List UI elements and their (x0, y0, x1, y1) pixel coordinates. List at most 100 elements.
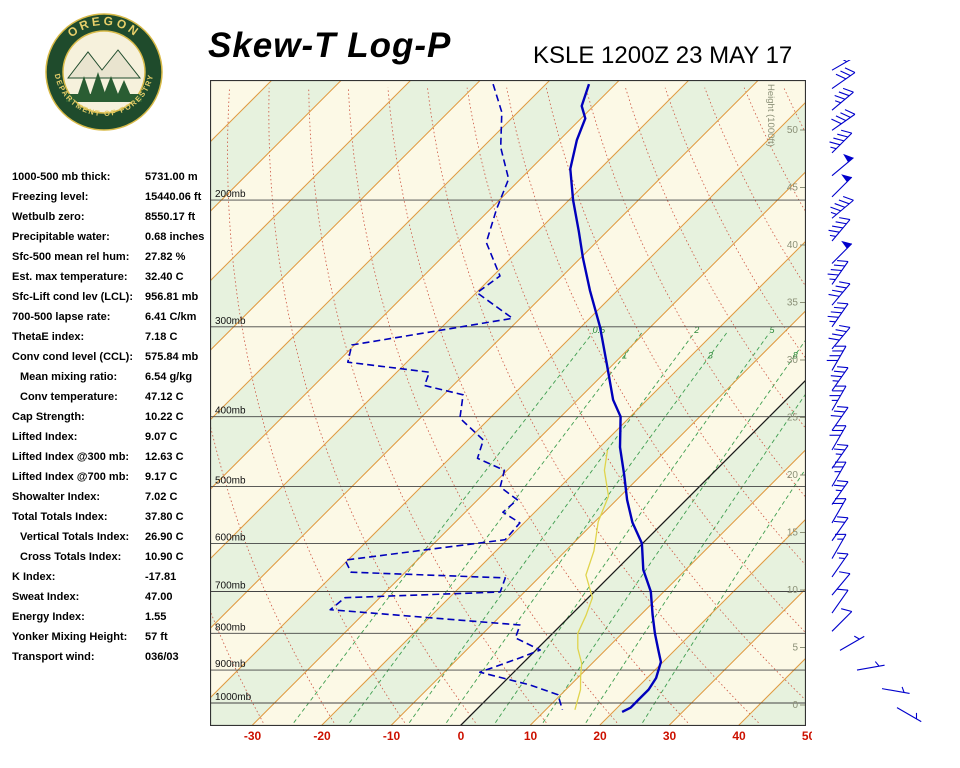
stat-row: Total Totals Index: 37.80 C (12, 507, 218, 527)
stat-label: Wetbulb zero: (12, 211, 85, 223)
stat-row: Wetbulb zero: 8550.17 ft (12, 207, 218, 227)
stat-row: Energy Index: 1.55 (12, 607, 218, 627)
stat-value: 9.07 C (145, 431, 178, 443)
height-label: 20 (787, 470, 799, 481)
stat-label: Sfc-Lift cond lev (LCL): (12, 291, 133, 303)
pressure-label: 300mb (215, 316, 246, 327)
stat-label: Conv cond level (CCL): (12, 351, 134, 363)
stat-value: 0.68 inches (145, 231, 205, 243)
stat-row: Sfc-500 mean rel hum: 27.82 % (12, 247, 218, 267)
stat-label: Yonker Mixing Height: (12, 631, 128, 643)
height-label: 15 (787, 528, 799, 539)
x-axis: -30 -20 -10 0 10 20 30 40 50 (210, 727, 812, 745)
stat-label: Precipitable water: (12, 231, 110, 243)
pressure-label: 400mb (215, 406, 246, 417)
stat-value: 47.00 (145, 591, 173, 603)
stat-label: Cross Totals Index: (20, 551, 122, 563)
stat-row: Sfc-Lift cond lev (LCL): 956.81 mb (12, 287, 218, 307)
svg-text:8: 8 (793, 350, 798, 360)
stat-row: Showalter Index: 7.02 C (12, 487, 218, 507)
stat-label: Transport wind: (12, 651, 95, 663)
stat-row: Transport wind: 036/03 (12, 647, 218, 667)
height-label: 25 (787, 413, 799, 424)
stat-label: Cap Strength: (12, 411, 85, 423)
stat-row: Cap Strength: 10.22 C (12, 407, 218, 427)
height-axis-title: Height (1000ft) (765, 84, 776, 147)
x-tick-label: 30 (662, 729, 677, 743)
stat-row: Est. max temperature: 32.40 C (12, 267, 218, 287)
stat-label: Showalter Index: (12, 491, 101, 503)
stat-row: Conv temperature: 47.12 C (12, 387, 218, 407)
pressure-label: 700mb (215, 581, 246, 592)
stat-value: 26.90 C (145, 531, 184, 543)
stat-row: Lifted Index @300 mb: 12.63 C (12, 447, 218, 467)
stat-value: 7.18 C (145, 331, 178, 343)
stats-panel: 1000-500 mb thick: 5731.00 m Freezing leve… (12, 167, 218, 667)
stat-value: 1.55 (145, 611, 167, 623)
stat-value: 15440.06 ft (145, 191, 202, 203)
height-label: 0 (792, 700, 798, 711)
stat-value: 956.81 mb (145, 291, 199, 303)
stat-label: Total Totals Index: (12, 511, 108, 523)
pressure-label: 500mb (215, 475, 246, 486)
pressure-label: 200mb (215, 189, 246, 200)
stat-label: Mean mixing ratio: (20, 371, 118, 383)
height-label: 35 (787, 298, 799, 309)
stat-label: Conv temperature: (20, 391, 118, 403)
svg-text:1: 1 (622, 350, 627, 360)
stat-value: 6.54 g/kg (145, 371, 193, 383)
stat-value: 12.63 C (145, 451, 184, 463)
x-tick-label: -20 (313, 729, 331, 743)
station-id: KSLE 1200Z 23 MAY 17 (533, 42, 793, 69)
stat-label: K Index: (12, 571, 56, 583)
stat-value: 37.80 C (145, 511, 184, 523)
stat-value: 9.17 C (145, 471, 178, 483)
stat-label: Lifted Index: (12, 431, 78, 443)
x-tick-label: 50 (801, 729, 812, 743)
svg-text:3: 3 (708, 350, 713, 360)
stat-label: Vertical Totals Index: (20, 531, 130, 543)
stat-label: Lifted Index @300 mb: (12, 451, 130, 463)
stat-value: 10.90 C (145, 551, 184, 563)
pressure-label: 800mb (215, 622, 246, 633)
stat-row: Sweat Index: 47.00 (12, 587, 218, 607)
stat-label: 700-500 lapse rate: (12, 311, 111, 323)
stat-value: 57 ft (145, 631, 168, 643)
stat-row: Precipitable water: 0.68 inches (12, 227, 218, 247)
height-label: 30 (787, 355, 799, 366)
stat-row: Freezing level: 15440.06 ft (12, 187, 218, 207)
stat-value: 8550.17 ft (145, 211, 196, 223)
odf-logo: OREGON DEPARTMENT OF FORESTRY (45, 13, 163, 131)
stat-value: 10.22 C (145, 411, 184, 423)
pressure-label: 600mb (215, 532, 246, 543)
stat-row: Lifted Index @700 mb: 9.17 C (12, 467, 218, 487)
stat-label: Lifted Index @700 mb: (12, 471, 130, 483)
wind-barbs (826, 60, 922, 723)
stat-value: 036/03 (145, 651, 179, 663)
stat-row: 1000-500 mb thick: 5731.00 m (12, 167, 218, 187)
logo-mountains (66, 49, 142, 79)
height-label: 10 (787, 585, 799, 596)
svg-text:5: 5 (770, 325, 776, 335)
x-tick-label: 40 (732, 729, 746, 743)
pressure-label: 900mb (215, 659, 246, 670)
skewt-plot: 0.5123581220200mb300mb400mb500mb600mb700… (210, 80, 806, 726)
page-title: Skew-T Log-P (208, 26, 452, 65)
stat-label: 1000-500 mb thick: (12, 171, 111, 183)
height-label: 5 (792, 643, 798, 654)
stat-label: Sfc-500 mean rel hum: (12, 251, 130, 263)
height-label: 40 (787, 240, 799, 251)
x-tick-label: 10 (523, 729, 538, 743)
stat-row: Conv cond level (CCL): 575.84 mb (12, 347, 218, 367)
stat-label: Sweat Index: (12, 591, 80, 603)
x-tick-label: 0 (457, 729, 465, 743)
stat-row: Yonker Mixing Height: 57 ft (12, 627, 218, 647)
stat-value: 6.41 C/km (145, 311, 197, 323)
height-label: 45 (787, 183, 799, 194)
pressure-label: 1000mb (215, 692, 252, 703)
stat-value: 5731.00 m (145, 171, 198, 183)
x-tick-label: -30 (243, 729, 262, 743)
stat-label: Energy Index: (12, 611, 85, 623)
stat-value: 575.84 mb (145, 351, 199, 363)
stat-row: Vertical Totals Index: 26.90 C (12, 527, 218, 547)
